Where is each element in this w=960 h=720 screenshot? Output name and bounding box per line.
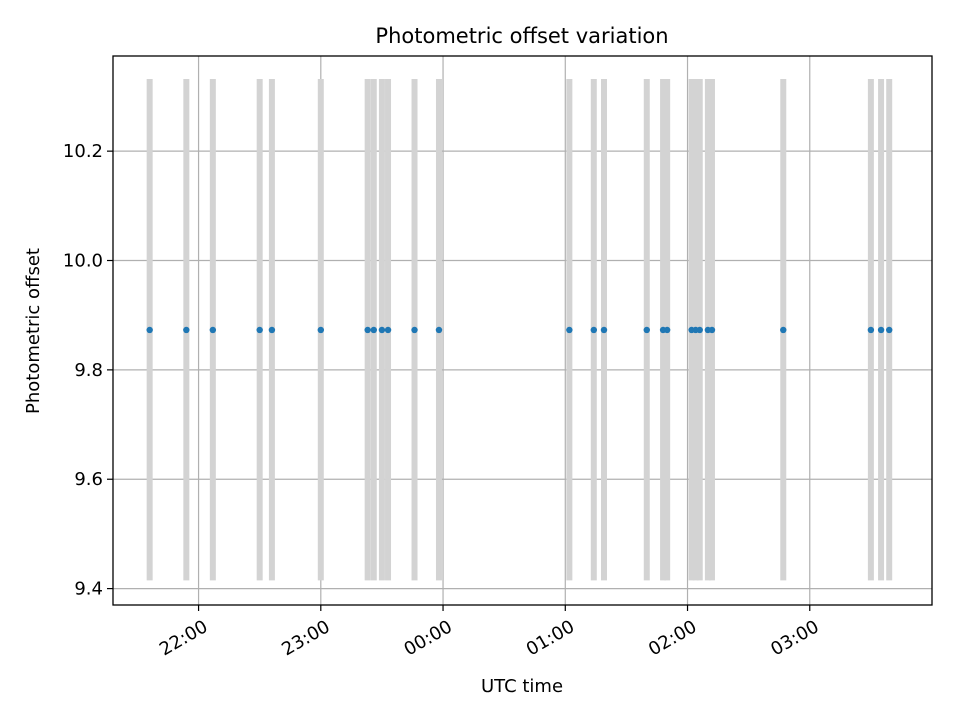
data-point [183,326,190,334]
y-tick-label: 9.8 [74,360,103,381]
data-point [435,326,443,334]
data-point [590,326,598,334]
data-point [566,326,573,334]
data-point [708,326,716,334]
data-point [696,326,703,334]
data-point [867,326,875,334]
axes-frame [112,55,933,606]
data-point [146,326,153,334]
chart-title: Photometric offset variation [375,24,668,48]
data-point [877,326,885,334]
y-axis-label: Photometric offset [23,248,44,414]
data-point [364,326,371,334]
data-point [370,326,377,334]
data-point [663,326,671,334]
data-point [256,326,263,334]
data-point [317,326,325,334]
data-point [780,326,787,334]
data-point [886,326,893,334]
y-tick-label: 9.6 [74,469,103,490]
data-point [600,326,608,334]
data-point [411,326,418,334]
data-point [378,326,386,334]
data-point [384,326,392,334]
y-tick-label: 10.2 [63,141,103,162]
y-tick-label: 9.4 [74,579,103,600]
plot-area: 9.49.69.810.010.222:00 23:00 00:00 01:00 02:… [63,55,933,660]
x-axis-label: UTC time [481,676,563,697]
data-point [209,326,217,334]
y-tick-label: 10.0 [63,251,103,272]
data-point [643,326,650,334]
data-point [268,326,276,334]
